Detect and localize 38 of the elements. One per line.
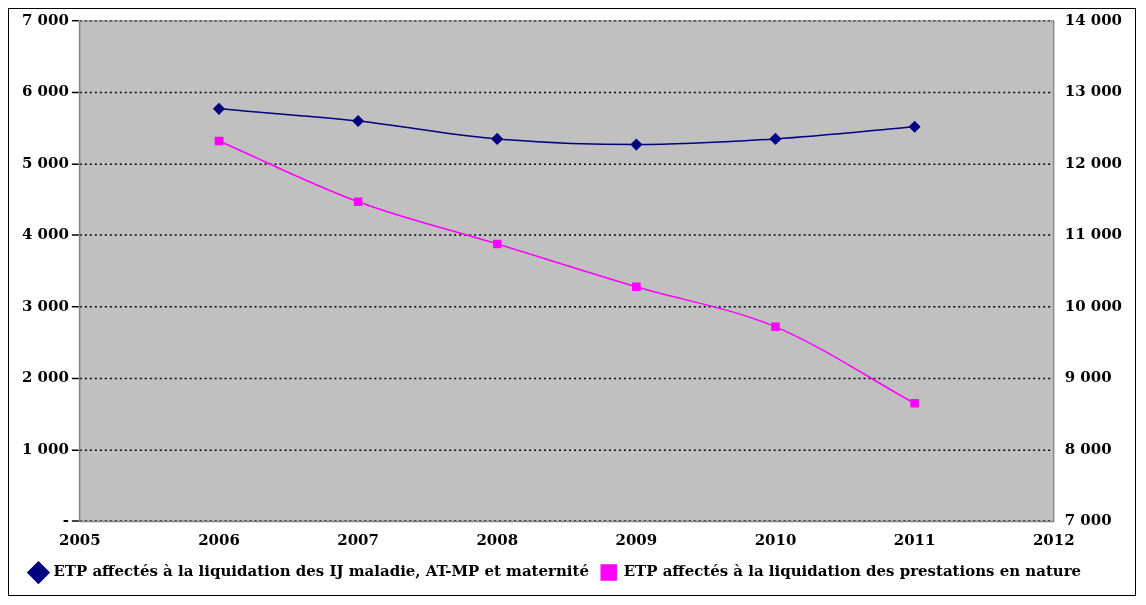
y2-tick-label: 13 000: [1064, 82, 1122, 101]
y2-tick-label: 9 000: [1064, 368, 1112, 387]
point: [632, 282, 641, 292]
x-tick-label: 2009: [615, 531, 658, 550]
y-tick-label: 1 000: [22, 439, 69, 458]
legend-label: ETP affectés à la liquidation des IJ maladie, AT-MP et maternité: [53, 562, 589, 581]
point: [492, 239, 502, 249]
y2-tick-label: 7 000: [1064, 511, 1112, 530]
y-tick-label: 2 000: [22, 368, 69, 387]
point: [630, 138, 643, 151]
y2-tick-label: 12 000: [1064, 153, 1122, 172]
point: [491, 133, 503, 145]
y-tick-label: 6 000: [22, 82, 69, 101]
x-tick-label: 2006: [198, 531, 240, 550]
x-tick-label: 2005: [59, 531, 101, 550]
point: [352, 115, 364, 127]
point: [213, 103, 225, 115]
point: [353, 197, 363, 207]
point: [769, 133, 782, 145]
point: [910, 399, 919, 408]
x-tick-label: 2007: [337, 531, 379, 550]
y-tick-label: 5 000: [22, 153, 69, 172]
y-tick-label: 7 000: [22, 10, 69, 29]
y-tick-label: 3 000: [22, 296, 69, 315]
point: [214, 136, 224, 146]
y-tick-label: 4 000: [22, 225, 69, 244]
y2-tick-label: 14 000: [1064, 10, 1122, 29]
x-tick-label: 2012: [1032, 531, 1075, 550]
x-tick-label: 2008: [476, 531, 519, 550]
y2-tick-label: 8 000: [1064, 439, 1112, 458]
y2-tick-label: 11 000: [1064, 225, 1122, 244]
x-tick-label: 2010: [754, 531, 797, 550]
y-tick-label: -: [62, 511, 69, 530]
x-tick-label: 2011: [893, 531, 936, 550]
point: [908, 121, 921, 133]
point: [771, 322, 780, 332]
legend-label: ETP affectés à la liquidation des prestations en nature: [623, 562, 1082, 581]
y2-tick-label: 10 000: [1064, 296, 1122, 315]
